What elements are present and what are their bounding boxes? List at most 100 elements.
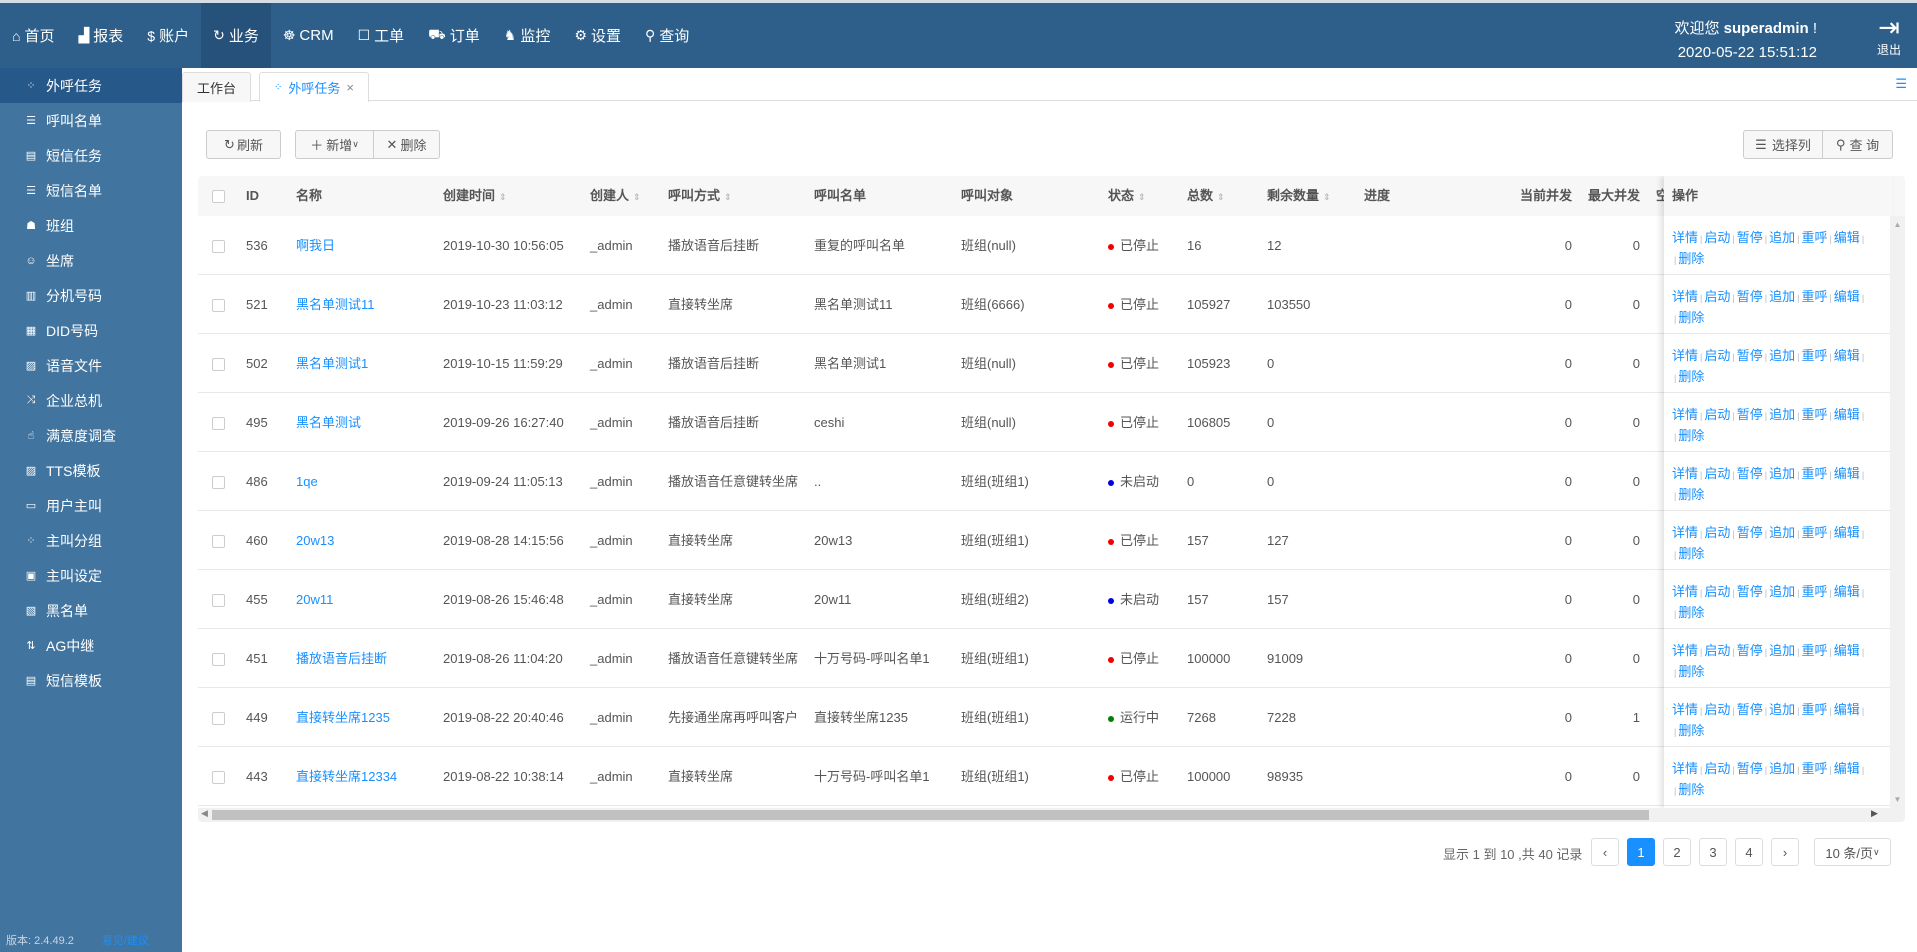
tab-menu-icon[interactable]: ☰ [1895,76,1907,91]
action-4[interactable]: 重呼 [1801,407,1828,422]
sort-icon[interactable]: ⇕ [499,192,507,202]
nav-item-7[interactable]: ♞ 监控 [492,3,563,68]
action-3[interactable]: 追加 [1769,584,1796,599]
action-4[interactable]: 重呼 [1801,289,1828,304]
action-1[interactable]: 启动 [1704,407,1731,422]
delete-button[interactable]: ✕ 删除 [373,130,440,159]
row-checkbox[interactable] [198,216,225,275]
sort-icon[interactable]: ⇕ [1323,192,1331,202]
sidebar-item-16[interactable]: ⇅ AG中继 [0,628,182,663]
action-0[interactable]: 详情 [1672,466,1699,481]
add-button[interactable]: ＋新增 ∨ [295,130,374,159]
logout-button[interactable]: ⇥ 退出 [1871,13,1907,58]
column-header[interactable]: 创建人 ⇕ [582,176,660,217]
page-size-select[interactable]: 10 条/页 ∨ [1814,838,1891,866]
action-0[interactable]: 详情 [1672,230,1699,245]
action-5[interactable]: 编辑 [1833,230,1860,245]
action-6[interactable]: 删除 [1678,487,1705,502]
vertical-scrollbar[interactable]: ▲ ▼ [1890,216,1905,808]
nav-item-3[interactable]: ↻ 业务 [201,3,271,68]
sort-icon[interactable]: ⇕ [1138,192,1146,202]
sidebar-item-12[interactable]: ▭ 用户主叫 [0,488,182,523]
action-5[interactable]: 编辑 [1833,407,1860,422]
action-5[interactable]: 编辑 [1833,702,1860,717]
column-header[interactable]: 总数 ⇕ [1179,176,1259,217]
action-0[interactable]: 详情 [1672,584,1699,599]
action-2[interactable]: 暂停 [1736,466,1763,481]
sidebar-item-13[interactable]: ⁘ 主叫分组 [0,523,182,558]
sidebar-item-10[interactable]: ☝ 满意度调查 [0,418,182,453]
sidebar-item-5[interactable]: ☺ 坐席 [0,243,182,278]
row-checkbox[interactable] [198,629,225,688]
action-6[interactable]: 删除 [1678,428,1705,443]
action-5[interactable]: 编辑 [1833,761,1860,776]
cell-name[interactable]: 播放语音后挂断 [296,651,388,666]
action-3[interactable]: 追加 [1769,643,1796,658]
sidebar-item-2[interactable]: ▤ 短信任务 [0,138,182,173]
cell-name[interactable]: 黑名单测试 [296,415,362,430]
prev-page-button[interactable]: ‹ [1591,838,1619,866]
action-2[interactable]: 暂停 [1736,761,1763,776]
action-2[interactable]: 暂停 [1736,584,1763,599]
action-0[interactable]: 详情 [1672,761,1699,776]
action-4[interactable]: 重呼 [1801,761,1828,776]
action-1[interactable]: 启动 [1704,761,1731,776]
sidebar-item-0[interactable]: ⁘ 外呼任务 [0,68,182,103]
cell-name[interactable]: 直接转坐席12334 [296,769,398,784]
action-1[interactable]: 启动 [1704,702,1731,717]
action-5[interactable]: 编辑 [1833,584,1860,599]
sort-icon[interactable]: ⇕ [724,192,732,202]
column-header[interactable]: 剩余数量 ⇕ [1259,176,1356,217]
action-0[interactable]: 详情 [1672,643,1699,658]
nav-item-2[interactable]: $ 账户 [135,3,201,68]
sidebar-item-4[interactable]: ☗ 班组 [0,208,182,243]
nav-item-9[interactable]: ⚲ 查询 [633,3,701,68]
sidebar-item-3[interactable]: ☰ 短信名单 [0,173,182,208]
tab-workbench[interactable]: 工作台 [182,72,252,102]
page-button-2[interactable]: 2 [1663,838,1691,866]
action-3[interactable]: 追加 [1769,230,1796,245]
scrollbar-thumb[interactable] [212,810,1649,820]
row-checkbox[interactable] [198,275,225,334]
action-3[interactable]: 追加 [1769,407,1796,422]
action-2[interactable]: 暂停 [1736,702,1763,717]
sidebar-item-17[interactable]: ▤ 短信模板 [0,663,182,698]
action-4[interactable]: 重呼 [1801,348,1828,363]
action-1[interactable]: 启动 [1704,643,1731,658]
action-1[interactable]: 启动 [1704,584,1731,599]
query-button[interactable]: ⚲ 查 询 [1822,130,1893,159]
action-6[interactable]: 删除 [1678,605,1705,620]
action-4[interactable]: 重呼 [1801,643,1828,658]
action-1[interactable]: 启动 [1704,466,1731,481]
page-button-3[interactable]: 3 [1699,838,1727,866]
action-6[interactable]: 删除 [1678,369,1705,384]
row-checkbox[interactable] [198,511,225,570]
action-3[interactable]: 追加 [1769,525,1796,540]
action-2[interactable]: 暂停 [1736,525,1763,540]
row-checkbox[interactable] [198,688,225,747]
action-3[interactable]: 追加 [1769,761,1796,776]
sidebar-item-9[interactable]: ⤨ 企业总机 [0,383,182,418]
next-page-button[interactable]: › [1771,838,1799,866]
nav-item-6[interactable]: ⛟ 订单 [416,3,492,68]
sidebar-item-7[interactable]: ▦ DID号码 [0,313,182,348]
cell-name[interactable]: 直接转坐席1235 [296,710,390,725]
row-checkbox[interactable] [198,570,225,629]
action-3[interactable]: 追加 [1769,702,1796,717]
nav-item-0[interactable]: ⌂ 首页 [0,3,66,68]
action-5[interactable]: 编辑 [1833,289,1860,304]
tab-outbound-tasks[interactable]: ⁘ 外呼任务 × [259,72,369,102]
column-header[interactable]: 创建时间 ⇕ [435,176,582,217]
action-6[interactable]: 删除 [1678,310,1705,325]
action-1[interactable]: 启动 [1704,230,1731,245]
sidebar-item-14[interactable]: ▣ 主叫设定 [0,558,182,593]
action-2[interactable]: 暂停 [1736,643,1763,658]
action-6[interactable]: 删除 [1678,723,1705,738]
nav-item-5[interactable]: ☐ 工单 [346,3,417,68]
close-icon[interactable]: × [346,80,354,95]
sidebar-item-11[interactable]: ▨ TTS模板 [0,453,182,488]
sidebar-item-8[interactable]: ▨ 语音文件 [0,348,182,383]
sidebar-item-1[interactable]: ☰ 呼叫名单 [0,103,182,138]
action-2[interactable]: 暂停 [1736,289,1763,304]
cell-name[interactable]: 啊我日 [296,238,336,253]
